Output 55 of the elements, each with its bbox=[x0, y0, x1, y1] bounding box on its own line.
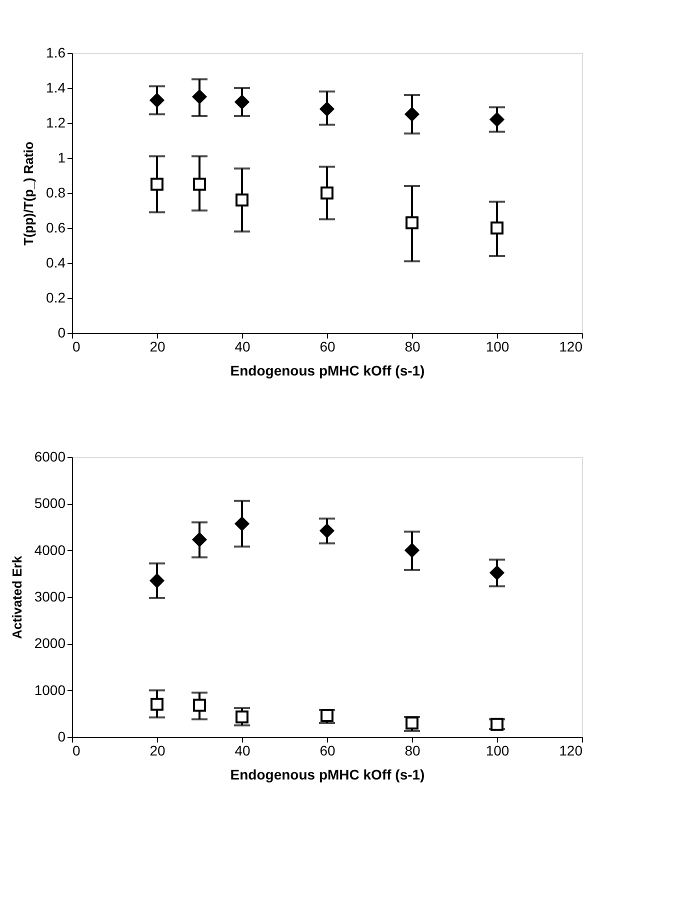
x-tick-label: 100 bbox=[486, 742, 510, 758]
x-tick-label: 60 bbox=[320, 338, 336, 354]
x-axis-title: Endogenous pMHC kOff (s-1) bbox=[230, 362, 425, 378]
point bbox=[490, 112, 504, 127]
x-tick-label: 80 bbox=[404, 742, 420, 758]
y-tick-label: 4000 bbox=[34, 542, 66, 558]
point bbox=[193, 698, 206, 712]
point bbox=[192, 90, 207, 104]
x-tick-label: 100 bbox=[486, 338, 510, 354]
y-tick-label: 2000 bbox=[34, 635, 66, 652]
point bbox=[150, 574, 164, 588]
x-tick-label: 60 bbox=[320, 742, 336, 758]
point bbox=[406, 216, 418, 230]
y-tick-label: 0.4 bbox=[46, 254, 66, 270]
point bbox=[234, 94, 250, 110]
x-tick-label: 80 bbox=[404, 338, 420, 354]
y-tick-label: 0.8 bbox=[46, 184, 66, 200]
y-tick-label: 1000 bbox=[34, 682, 66, 698]
point bbox=[236, 194, 248, 206]
y-tick-label: 5000 bbox=[34, 495, 66, 512]
y-tick-label: 1.4 bbox=[46, 80, 66, 96]
y-axis-title: T(pp)/T(p_) Ratio bbox=[21, 141, 36, 246]
point bbox=[236, 710, 248, 724]
x-tick-label: 120 bbox=[559, 338, 583, 354]
x-tick-label: 0 bbox=[72, 338, 80, 354]
y-axis-title: Activated Erk bbox=[9, 555, 24, 640]
y-tick-label: 1.6 bbox=[46, 44, 66, 60]
point bbox=[150, 93, 164, 108]
point bbox=[193, 178, 206, 191]
y-tick-label: 0 bbox=[58, 728, 66, 744]
point bbox=[490, 566, 504, 580]
point bbox=[150, 698, 164, 711]
y-tick-label: 1.2 bbox=[46, 114, 66, 130]
y-tick-label: 1 bbox=[58, 150, 66, 166]
point bbox=[192, 532, 207, 547]
point bbox=[490, 222, 504, 234]
x-tick-label: 120 bbox=[559, 742, 583, 758]
point bbox=[150, 178, 164, 191]
y-tick-label: 3000 bbox=[34, 588, 66, 604]
x-tick-label: 40 bbox=[234, 742, 250, 758]
y-tick-label: 0 bbox=[58, 324, 66, 340]
point bbox=[320, 186, 334, 200]
x-tick-label: 20 bbox=[150, 338, 166, 354]
point bbox=[404, 107, 420, 122]
y-tick-label: 0.6 bbox=[46, 220, 66, 236]
point bbox=[320, 102, 334, 116]
point bbox=[320, 524, 334, 538]
point bbox=[234, 516, 250, 531]
x-tick-label: 40 bbox=[234, 338, 250, 354]
x-tick-label: 20 bbox=[150, 742, 166, 758]
x-axis-title: Endogenous pMHC kOff (s-1) bbox=[230, 766, 425, 782]
x-tick-label: 0 bbox=[72, 742, 80, 758]
y-tick-label: 6000 bbox=[34, 448, 66, 464]
y-tick-label: 0.2 bbox=[46, 290, 66, 306]
point bbox=[404, 543, 420, 558]
